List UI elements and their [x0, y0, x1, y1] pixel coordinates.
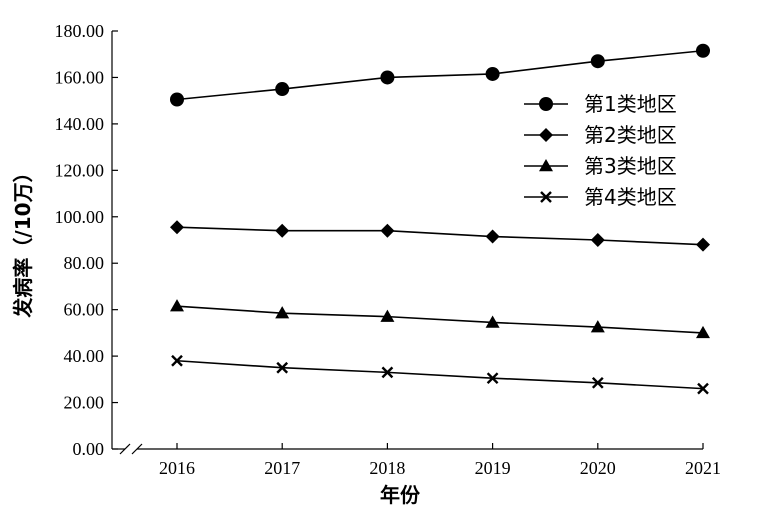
- data-point: [170, 299, 184, 312]
- legend-marker: [539, 159, 553, 172]
- legend-label: 第4类地区: [584, 185, 677, 209]
- legend-marker: [540, 191, 552, 203]
- axis-break-mark: [119, 443, 131, 455]
- y-tick-label: 160.00: [55, 67, 105, 87]
- data-point: [170, 220, 184, 235]
- data-point: [275, 306, 290, 319]
- series-4: [171, 354, 709, 395]
- y-tick-label: 40.00: [64, 346, 105, 366]
- y-tick-label: 60.00: [64, 300, 105, 320]
- x-marker-stroke: [486, 372, 499, 385]
- data-point: [381, 366, 394, 379]
- x-marker-stroke: [276, 361, 289, 374]
- axes: [111, 31, 703, 455]
- data-point: [380, 70, 395, 85]
- data-point: [590, 320, 605, 333]
- x-marker-stroke: [171, 354, 183, 367]
- y-tick-label: 80.00: [64, 253, 105, 273]
- legend-item-2: 第2类地区: [524, 123, 677, 147]
- data-point: [696, 237, 710, 252]
- y-tick-label: 140.00: [55, 114, 105, 134]
- data-point: [485, 66, 500, 81]
- legend-item-4: 第4类地区: [524, 185, 677, 209]
- x-tick-label: 2018: [369, 458, 405, 478]
- x-tick-label: 2020: [580, 458, 616, 478]
- legend-item-3: 第3类地区: [524, 154, 677, 178]
- y-tick-label: 120.00: [55, 160, 105, 180]
- y-tick-label: 20.00: [64, 393, 105, 413]
- legend-marker: [539, 128, 553, 142]
- x-marker-stroke: [381, 366, 394, 379]
- legend-item-1: 第1类地区: [524, 92, 677, 116]
- x-tick-label: 2021: [685, 458, 721, 478]
- axis-break-mark: [131, 443, 143, 455]
- x-tick-label: 2016: [159, 458, 195, 478]
- x-axis-title: 年份: [380, 483, 421, 507]
- x-axis-ticks: 2016 2017 2018 2019 2020 2021: [159, 443, 721, 478]
- series-line: [176, 49, 704, 101]
- data-point: [275, 82, 290, 97]
- data-point: [590, 54, 605, 69]
- data-point: [697, 382, 709, 395]
- series-line: [176, 305, 704, 334]
- y-tick-label: 100.00: [55, 207, 105, 227]
- legend-label: 第2类地区: [584, 123, 677, 147]
- x-marker-stroke: [540, 191, 552, 203]
- data-point: [275, 223, 290, 238]
- series-3: [170, 299, 710, 339]
- series-line: [176, 226, 704, 246]
- y-tick-label: 0.00: [73, 439, 105, 459]
- series-group: [170, 43, 710, 395]
- data-point: [590, 233, 605, 247]
- series-line: [176, 359, 704, 390]
- data-point: [276, 361, 289, 374]
- data-point: [485, 229, 500, 244]
- legend-marker: [539, 97, 553, 111]
- series-1: [170, 43, 710, 107]
- data-point: [696, 325, 710, 339]
- y-axis-ticks: 0.00 20.00 40.00 60.00 80.00 100.00 120.00 140.…: [55, 21, 118, 459]
- data-point: [485, 315, 500, 328]
- data-point: [591, 376, 604, 389]
- legend-label: 第3类地区: [584, 154, 677, 178]
- x-tick-label: 2019: [475, 458, 511, 478]
- data-point: [171, 354, 183, 367]
- y-tick-label: 180.00: [55, 21, 105, 41]
- data-point: [696, 43, 710, 58]
- y-axis-title: 发病率（/10万）: [11, 162, 35, 318]
- data-point: [486, 372, 499, 385]
- data-point: [380, 223, 395, 238]
- series-2: [170, 220, 710, 252]
- data-point: [380, 309, 395, 322]
- data-point: [170, 92, 184, 107]
- x-marker-stroke: [697, 382, 709, 395]
- legend-label: 第1类地区: [584, 92, 677, 116]
- x-marker-stroke: [591, 376, 604, 389]
- x-tick-label: 2017: [264, 458, 300, 478]
